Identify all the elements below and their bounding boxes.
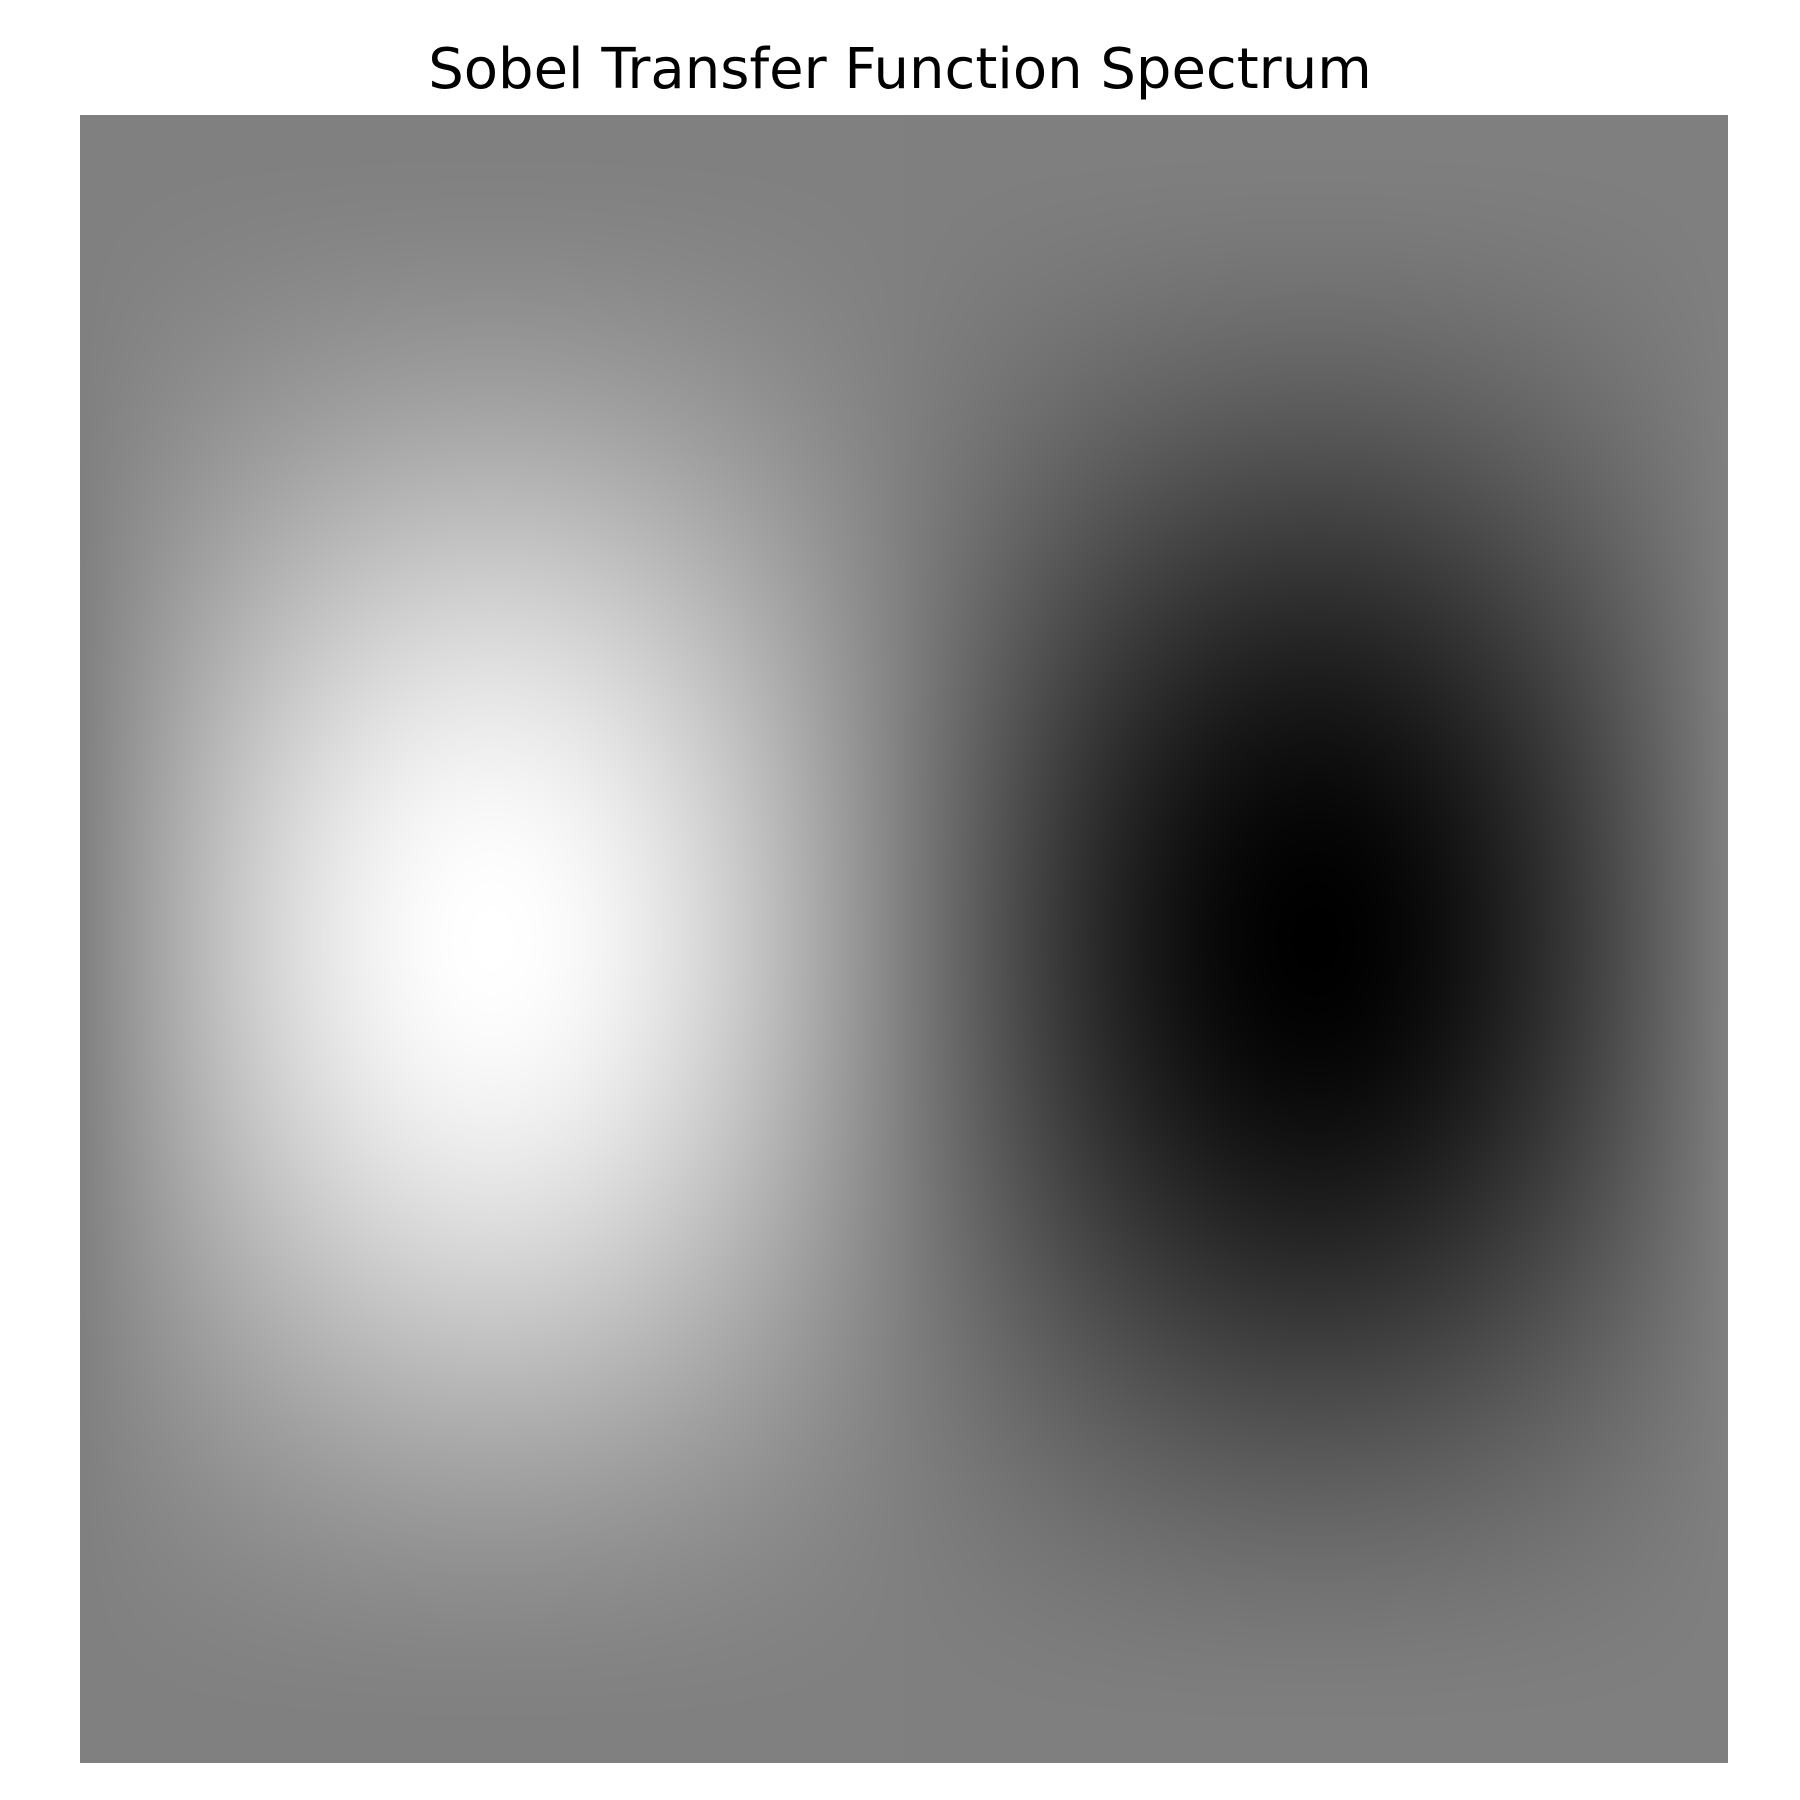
spectrum-heatmap [80,115,1728,1763]
chart-title: Sobel Transfer Function Spectrum [428,37,1372,102]
heatmap-plot-area [80,115,1728,1763]
